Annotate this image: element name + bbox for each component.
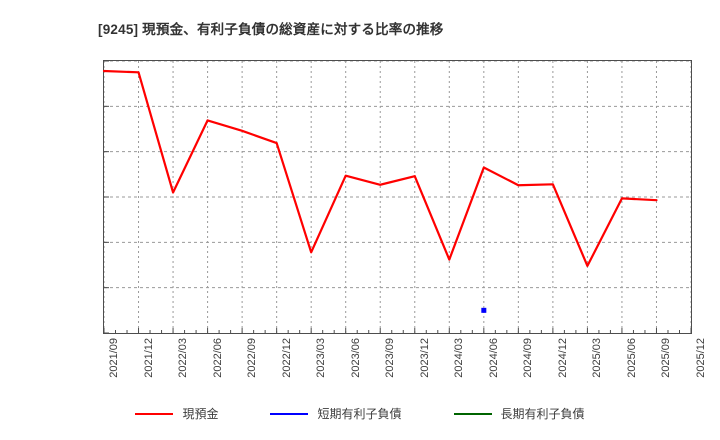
legend-label: 現預金	[182, 407, 219, 421]
chart-title: [9245] 現預金、有利子負債の総資産に対する比率の推移	[98, 22, 444, 37]
x-axis-tick-label: 2022/12	[280, 338, 293, 378]
x-axis-tick-label: 2024/03	[453, 338, 466, 378]
chart-legend: 現預金 短期有利子負債 長期有利子負債	[0, 405, 720, 422]
x-axis-tick-label: 2025/03	[591, 338, 604, 378]
legend-swatch-icon	[135, 412, 174, 415]
legend-label: 短期有利子負債	[317, 407, 402, 421]
x-axis-tick-label: 2022/06	[211, 338, 224, 378]
legend-swatch-icon	[270, 412, 309, 415]
x-axis-tick-label: 2023/06	[349, 338, 362, 378]
plot-area	[102, 60, 692, 334]
legend-item[interactable]: 現預金	[135, 405, 218, 422]
x-axis-tick-label: 2023/09	[384, 338, 397, 378]
legend-item[interactable]: 長期有利子負債	[453, 405, 585, 422]
gridlines	[104, 61, 691, 333]
data-series-layer	[102, 69, 658, 313]
x-axis-tick-label: 2021/09	[108, 338, 120, 378]
x-axis-tick-label: 2024/09	[522, 338, 535, 378]
x-axis-tick-label: 2023/12	[418, 338, 431, 378]
legend-label: 長期有利子負債	[500, 407, 585, 421]
x-axis-tick-label: 2025/06	[625, 338, 638, 378]
legend-item[interactable]: 短期有利子負債	[270, 405, 402, 422]
x-axis-tick-label: 2022/09	[246, 338, 259, 378]
data-point	[481, 307, 487, 313]
x-axis-tick-label: 2022/03	[177, 338, 190, 378]
x-axis-tick-label: 2025/09	[660, 338, 673, 378]
x-axis-tick-label: 2024/12	[556, 338, 569, 378]
series-line-0	[102, 69, 658, 268]
x-axis-tick-label: 2021/12	[142, 338, 155, 378]
x-axis-tick-label: 2023/03	[315, 338, 328, 378]
x-axis-tick-label: 2025/12	[695, 338, 707, 378]
x-axis-tick-label: 2024/06	[487, 338, 500, 378]
legend-swatch-icon	[453, 412, 492, 415]
